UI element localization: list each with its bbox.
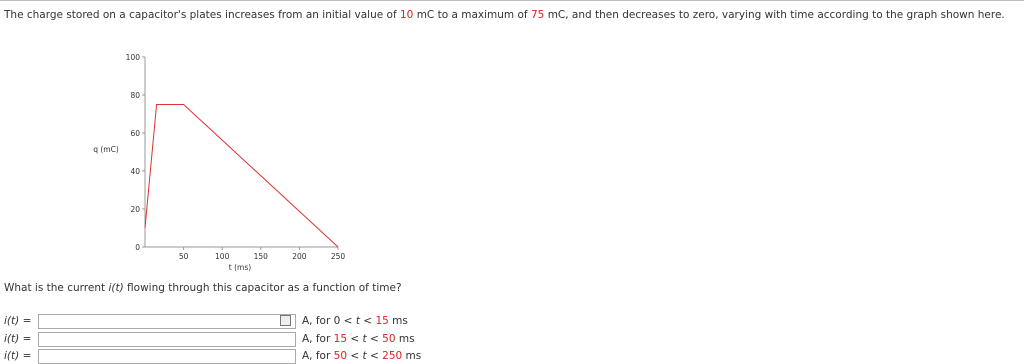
value: 15 xyxy=(333,333,348,345)
y-tick-label: 0 xyxy=(135,243,140,252)
text: flowing through this capacitor as a func… xyxy=(127,282,402,294)
text: mC, and then decreases to zero, varying … xyxy=(547,9,1005,21)
x-tick-label: 250 xyxy=(331,252,346,261)
text: ms xyxy=(398,333,415,345)
value: 0 xyxy=(333,315,341,327)
answer-input[interactable] xyxy=(38,349,296,364)
label: i(t) = xyxy=(4,348,31,364)
input-icon[interactable] xyxy=(280,315,291,326)
text: What is the current xyxy=(4,282,106,294)
text: i(t) xyxy=(4,350,20,362)
value: 75 xyxy=(530,9,545,21)
text: A, for xyxy=(302,315,331,327)
value: 50 xyxy=(382,333,396,345)
y-tick-label: 80 xyxy=(130,91,140,100)
condition: A, for 0 < t < 15 ms xyxy=(302,313,408,329)
question: What is the current i(t) flowing through… xyxy=(4,280,402,296)
text: = xyxy=(22,333,32,345)
text: i(t) xyxy=(108,282,124,294)
chart: q (mC) t (ms) 0 20 40 60 80 100 50 100 150 200 250 xyxy=(93,53,346,272)
top-border xyxy=(0,0,1024,1)
y-tick-label: 100 xyxy=(126,53,141,62)
data-line xyxy=(144,104,339,248)
x-tick-label: 200 xyxy=(292,252,307,261)
x-tick-label: 100 xyxy=(215,252,230,261)
text: < xyxy=(363,315,373,327)
text: < xyxy=(369,350,379,362)
label: i(t) = xyxy=(4,313,31,329)
condition: A, for 15 < t < 50 ms xyxy=(302,331,415,347)
text: = xyxy=(22,350,32,362)
label: i(t) = xyxy=(4,331,31,347)
text: < xyxy=(350,350,360,362)
text: t xyxy=(362,350,367,362)
condition: A, for 50 < t < 250 ms xyxy=(302,348,421,364)
answer-row: i(t) = A, for 50 < t < 250 ms xyxy=(4,348,1020,364)
text: = xyxy=(22,315,32,327)
text: < xyxy=(343,315,353,327)
text: A, for xyxy=(302,333,331,345)
value: 10 xyxy=(399,9,414,21)
text: < xyxy=(369,333,379,345)
text: i(t) xyxy=(4,333,20,345)
answer-input[interactable] xyxy=(38,314,296,329)
text: A, for xyxy=(302,350,331,362)
answer-input[interactable] xyxy=(38,332,296,347)
text: The charge stored on a capacitor's plate… xyxy=(4,9,397,21)
value: 15 xyxy=(375,315,389,327)
text: ms xyxy=(405,350,422,362)
y-axis-label: q (mC) xyxy=(93,145,119,154)
text: i(t) xyxy=(4,315,20,327)
x-tick-label: 50 xyxy=(179,252,189,261)
value: 50 xyxy=(333,350,348,362)
text: ms xyxy=(392,315,408,327)
answer-row: i(t) = A, for 15 < t < 50 ms xyxy=(4,331,1020,347)
text: t xyxy=(355,315,360,327)
problem-text: The charge stored on a capacitor's plate… xyxy=(4,7,1020,24)
x-tick-label: 150 xyxy=(254,252,269,261)
text: mC to a maximum of xyxy=(416,9,528,21)
y-tick-label: 40 xyxy=(130,167,140,176)
value: 250 xyxy=(382,350,403,362)
answer-row: i(t) = A, for 0 < t < 15 ms xyxy=(4,313,1020,329)
text: < xyxy=(350,333,360,345)
y-tick-label: 60 xyxy=(130,129,140,138)
y-tick-label: 20 xyxy=(130,205,140,214)
text: t xyxy=(362,333,367,345)
x-axis-label: t (ms) xyxy=(229,263,251,272)
